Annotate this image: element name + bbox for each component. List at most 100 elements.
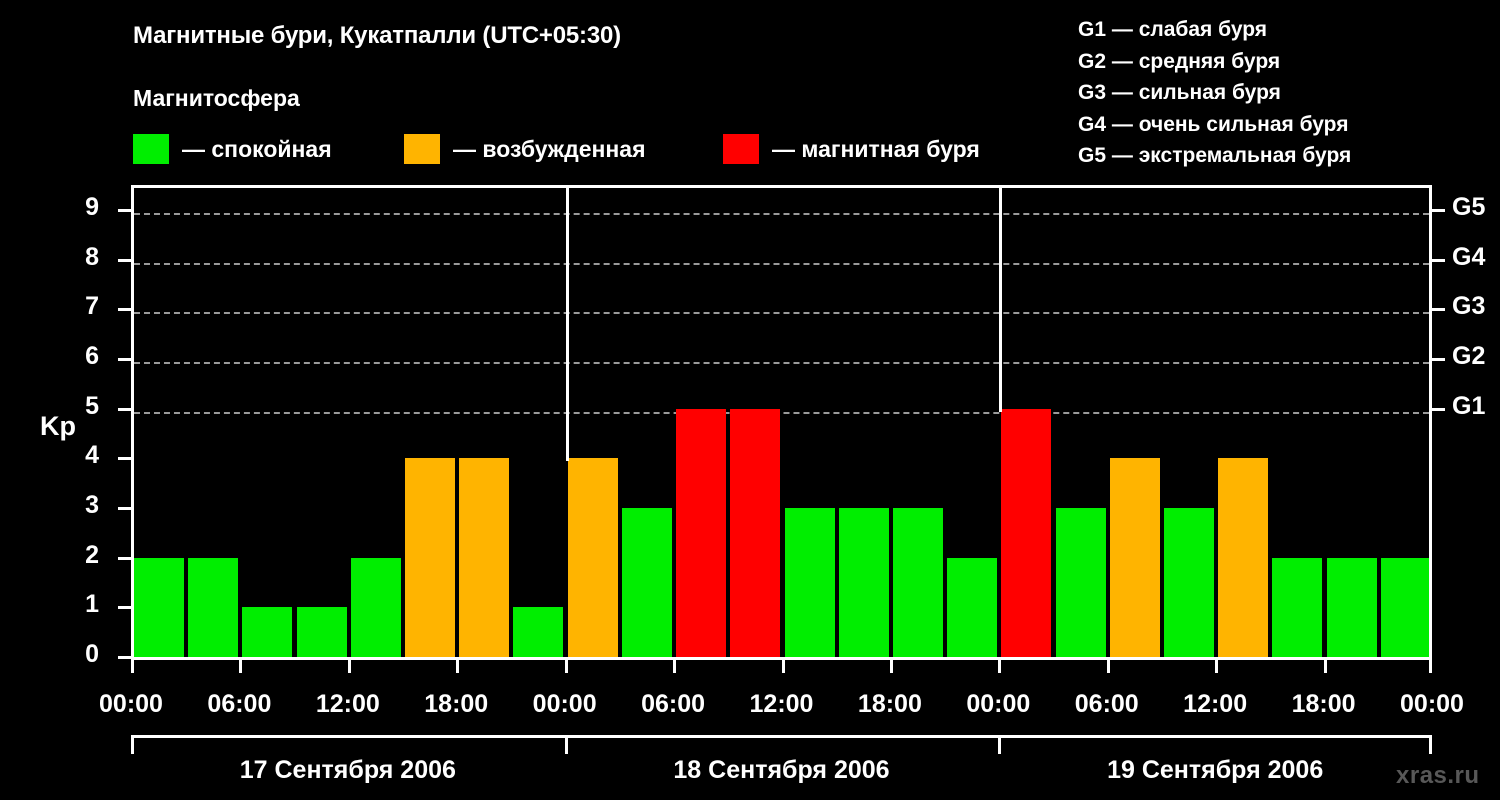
x-tick-7 (889, 660, 893, 673)
date-bracket-tick-3 (1429, 735, 1432, 754)
y-tick-label-0: 0 (85, 640, 99, 668)
y-tick-label-3: 3 (85, 490, 99, 519)
bar (947, 557, 997, 657)
bar (568, 458, 618, 657)
bar (405, 458, 455, 657)
x-tick-label-3: 18:00 (424, 690, 489, 718)
bar (1381, 557, 1429, 657)
gscale-code-g4: G4 (1078, 112, 1107, 136)
date-label-3: 19 Сентября 2006 (1107, 756, 1324, 784)
y-tick-label-7: 7 (85, 292, 99, 321)
legend-swatch-quiet (133, 134, 169, 164)
x-tick-11 (1323, 660, 1327, 673)
gridline-kp-5 (134, 411, 1429, 414)
gscale-code-g5: G5 (1078, 144, 1107, 167)
watermark: xras.ru (1396, 762, 1480, 789)
y-tick-2 (118, 556, 131, 560)
x-tick-label-7: 18:00 (857, 690, 922, 718)
y-tick-3 (118, 506, 131, 510)
x-tick-6 (781, 660, 785, 673)
bar (676, 408, 726, 657)
x-tick-label-4: 00:00 (532, 690, 597, 718)
bar (188, 557, 238, 657)
x-tick-1 (239, 660, 243, 673)
gscale-legend: G1 — слабая буря G2 — средняя буря G3 — … (1078, 14, 1498, 172)
day-separator (566, 188, 569, 462)
date-label-2: 18 Сентября 2006 (673, 756, 890, 784)
x-tick-4 (564, 660, 568, 673)
bar (1001, 408, 1051, 657)
y-tick-label-8: 8 (85, 242, 99, 271)
g-tick-label-G5: G5 (1452, 192, 1486, 221)
bar (1272, 557, 1322, 657)
g-tick-label-G1: G1 (1452, 391, 1486, 420)
plot-area (131, 185, 1432, 657)
legend-label-quiet: — спокойная (182, 135, 332, 162)
legend-swatch-storm (723, 134, 759, 164)
gscale-text-g3: — сильная буря (1111, 81, 1281, 104)
x-tick-label-10: 12:00 (1183, 690, 1248, 718)
x-tick-label-5: 06:00 (641, 690, 706, 718)
date-bracket-tick-1 (564, 735, 568, 754)
x-tick-label-12: 00:00 (1400, 690, 1464, 718)
x-tick-10 (1215, 660, 1219, 673)
y-axis-title: Kp (40, 411, 76, 441)
bar (513, 607, 563, 657)
g-tick-G5 (1432, 208, 1445, 212)
bar (351, 557, 401, 657)
plot-inner (134, 188, 1429, 657)
x-tick-label-0: 00:00 (99, 690, 163, 718)
y-tick-label-9: 9 (85, 192, 99, 221)
legend-label-storm: — магнитная буря (772, 135, 980, 162)
x-tick-0 (131, 660, 134, 673)
gscale-code-g3: G3 (1078, 81, 1107, 104)
gscale-row-g3: G3 — сильная буря (1078, 77, 1498, 109)
gscale-text-g1: — слабая буря (1111, 18, 1268, 41)
gscale-row-g1: G1 — слабая буря (1078, 14, 1498, 46)
x-tick-label-11: 18:00 (1291, 690, 1356, 718)
gridline-kp-8 (134, 262, 1429, 265)
y-tick-5 (118, 407, 131, 411)
date-bracket-line (131, 735, 1432, 738)
gscale-code-g2: G2 (1078, 49, 1107, 73)
bar (459, 458, 509, 657)
legend-item-storm: — магнитная буря (723, 134, 980, 164)
g-tick-label-G2: G2 (1452, 341, 1486, 370)
bar (839, 507, 889, 657)
legend-label-unsettled: — возбужденная (453, 135, 646, 162)
legend-item-unsettled: — возбужденная (404, 134, 646, 164)
g-tick-G4 (1432, 258, 1445, 262)
gscale-text-g2: — средняя буря (1111, 49, 1281, 73)
gscale-code-g1: G1 (1078, 18, 1107, 41)
g-tick-G3 (1432, 308, 1445, 312)
y-tick-9 (118, 208, 131, 212)
y-tick-6 (118, 357, 131, 361)
bar (1218, 458, 1268, 657)
y-tick-7 (118, 308, 131, 312)
date-label-1: 17 Сентября 2006 (239, 756, 456, 784)
gridline-kp-6 (134, 361, 1429, 364)
g-tick-label-G4: G4 (1452, 242, 1486, 271)
y-tick-4 (118, 457, 131, 461)
x-tick-label-1: 06:00 (207, 690, 272, 718)
bar (297, 607, 347, 657)
y-tick-0 (118, 656, 131, 659)
x-axis-line (131, 657, 1432, 660)
bar (1164, 507, 1214, 657)
gscale-row-g5: G5 — экстремальная буря (1078, 140, 1498, 172)
bar (1110, 458, 1160, 657)
gridline-kp-9 (134, 212, 1429, 215)
gridline-kp-7 (134, 312, 1429, 315)
g-tick-G1 (1432, 407, 1445, 411)
x-tick-9 (1106, 660, 1110, 673)
g-tick-G2 (1432, 357, 1445, 361)
bar (893, 507, 943, 657)
x-tick-label-6: 12:00 (749, 690, 814, 718)
bar (1056, 507, 1106, 657)
bar (1327, 557, 1377, 657)
bar (242, 607, 292, 657)
date-bracket-tick-2 (998, 735, 1002, 754)
x-tick-label-2: 12:00 (315, 690, 380, 718)
gscale-text-g5: — экстремальная буря (1111, 144, 1352, 167)
x-tick-label-9: 06:00 (1074, 690, 1139, 718)
